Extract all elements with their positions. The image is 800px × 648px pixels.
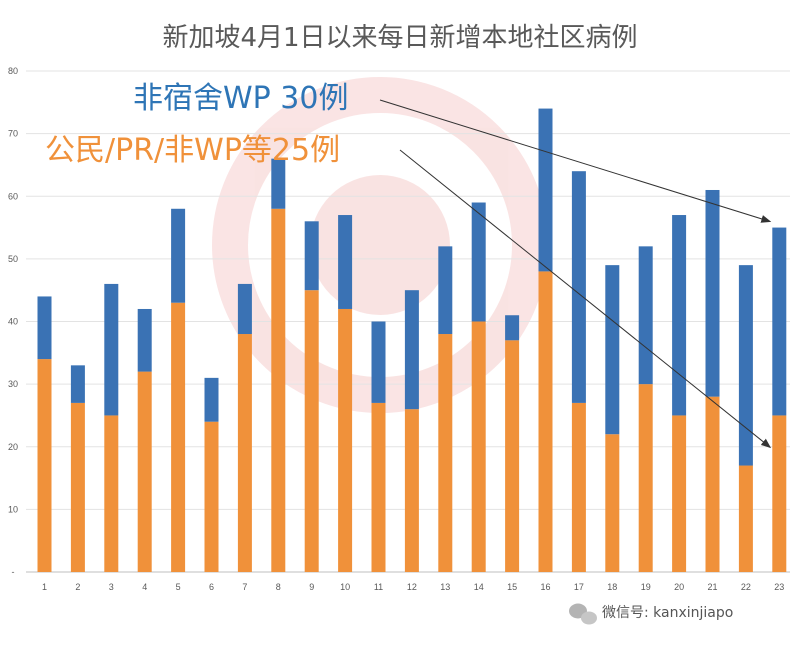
bar-citizen-pr-22	[738, 465, 753, 572]
bar-non-dorm-wp-14	[471, 202, 486, 322]
bar-citizen-pr-13	[438, 334, 453, 572]
wechat-icon	[569, 603, 597, 625]
annotation-citizen-pr: 公民/PR/非WP等25例	[45, 133, 340, 168]
bar-citizen-pr-12	[404, 409, 419, 572]
bar-citizen-pr-17	[571, 402, 586, 572]
y-tick-label: 40	[8, 317, 18, 327]
bar-citizen-pr-16	[538, 271, 553, 572]
x-tick-label: 6	[209, 582, 214, 592]
bar-citizen-pr-3	[104, 415, 119, 572]
bar-non-dorm-wp-16	[538, 108, 553, 272]
bar-non-dorm-wp-8	[271, 158, 286, 209]
wechat-watermark: 微信号: kanxinjiapo	[569, 603, 733, 625]
bar-citizen-pr-18	[605, 434, 620, 572]
bar-non-dorm-wp-6	[204, 377, 219, 422]
bar-citizen-pr-9	[304, 290, 319, 572]
annotation-arrow-orange	[399, 149, 772, 449]
bar-non-dorm-wp-11	[371, 321, 386, 403]
bar-citizen-pr-23	[772, 415, 787, 572]
bar-citizen-pr-1	[37, 359, 52, 572]
bar-citizen-pr-15	[505, 340, 520, 572]
bars	[37, 108, 787, 572]
bar-non-dorm-wp-1	[37, 296, 52, 360]
x-axis-ticks: 1 2 3 4 5 6 7 8 9 10 11 12 13 14 15 16 17 18 19 20 21 22 23	[42, 582, 784, 592]
y-axis-ticks: - 10 20 30 40 50 60 70 80	[8, 66, 18, 577]
bar-non-dorm-wp-13	[438, 246, 453, 335]
y-tick-label: 10	[8, 504, 18, 514]
bar-non-dorm-wp-7	[237, 283, 252, 335]
y-tick-label: 50	[8, 254, 18, 264]
bar-citizen-pr-2	[70, 402, 85, 572]
x-tick-label: 4	[142, 582, 147, 592]
bar-citizen-pr-4	[137, 371, 152, 572]
x-tick-label: 23	[774, 582, 784, 592]
chart-title: 新加坡4月1日以来每日新增本地社区病例	[162, 23, 637, 53]
y-tick-label: 70	[8, 129, 18, 139]
bar-non-dorm-wp-10	[338, 215, 353, 309]
bar-citizen-pr-20	[672, 415, 687, 572]
x-tick-label: 20	[674, 582, 684, 592]
x-tick-label: 1	[42, 582, 47, 592]
annotation-non-dorm-wp: 非宿舍WP 30例	[133, 81, 348, 116]
bar-citizen-pr-10	[338, 308, 353, 572]
x-tick-label: 19	[641, 582, 651, 592]
x-tick-label: 14	[474, 582, 484, 592]
bar-citizen-pr-14	[471, 321, 486, 572]
x-tick-label: 12	[407, 582, 417, 592]
bar-citizen-pr-5	[171, 302, 186, 572]
x-tick-label: 9	[309, 582, 314, 592]
y-tick-label: 30	[8, 379, 18, 389]
x-tick-label: 13	[440, 582, 450, 592]
y-tick-label: 60	[8, 191, 18, 201]
x-tick-label: 11	[374, 582, 383, 592]
bar-non-dorm-wp-19	[638, 246, 653, 385]
bar-citizen-pr-7	[237, 334, 252, 572]
x-tick-label: 8	[276, 582, 281, 592]
bar-non-dorm-wp-18	[605, 265, 620, 435]
bar-non-dorm-wp-3	[104, 283, 119, 416]
x-tick-label: 5	[176, 582, 181, 592]
bar-citizen-pr-11	[371, 402, 386, 572]
bar-citizen-pr-21	[705, 396, 720, 572]
bar-non-dorm-wp-20	[672, 215, 687, 416]
x-tick-label: 21	[707, 582, 717, 592]
bar-non-dorm-wp-23	[772, 227, 787, 416]
bar-citizen-pr-19	[638, 384, 653, 572]
bar-non-dorm-wp-12	[404, 290, 419, 410]
x-tick-label: 7	[242, 582, 247, 592]
bar-non-dorm-wp-5	[171, 208, 186, 303]
annotation-arrow-blue	[379, 99, 772, 223]
x-tick-label: 2	[75, 582, 80, 592]
x-tick-label: 10	[340, 582, 350, 592]
bar-non-dorm-wp-4	[137, 308, 152, 372]
bar-non-dorm-wp-22	[738, 265, 753, 466]
x-tick-label: 3	[109, 582, 114, 592]
x-tick-label: 15	[507, 582, 517, 592]
bar-non-dorm-wp-15	[505, 315, 520, 341]
bar-non-dorm-wp-9	[304, 221, 319, 291]
y-tick-label: 20	[8, 442, 18, 452]
x-tick-label: 18	[607, 582, 617, 592]
bar-non-dorm-wp-2	[70, 365, 85, 403]
wechat-id-text: 微信号: kanxinjiapo	[602, 605, 733, 621]
x-tick-label: 16	[540, 582, 550, 592]
bar-non-dorm-wp-17	[571, 171, 586, 403]
bar-non-dorm-wp-21	[705, 189, 720, 397]
x-tick-label: 17	[574, 582, 584, 592]
y-tick-label: -	[12, 567, 15, 577]
bar-citizen-pr-8	[271, 208, 286, 572]
y-tick-label: 80	[8, 66, 18, 76]
x-tick-label: 22	[741, 582, 751, 592]
bar-citizen-pr-6	[204, 421, 219, 572]
